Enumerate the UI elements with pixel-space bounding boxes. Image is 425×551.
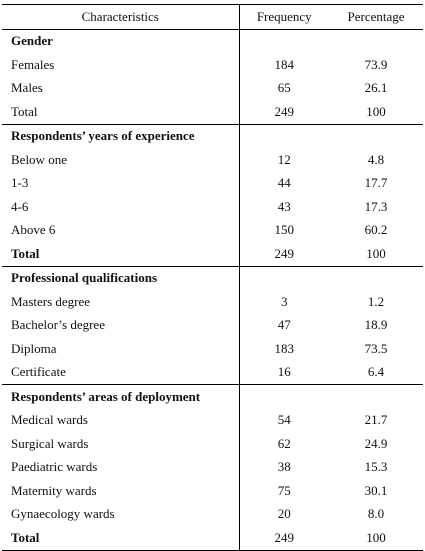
section-areas-of-deployment: Respondents’ areas of deployment: [2, 384, 423, 409]
section-title: Professional qualifications: [2, 265, 239, 290]
table-row: Above 6 150 60.2: [2, 218, 423, 242]
row-frequency: 65: [238, 76, 329, 100]
row-label: Medical wards: [11, 412, 88, 428]
table-row: Certificate 16 6.4: [2, 360, 423, 385]
header-row: Characteristics Frequency Percentage: [2, 4, 423, 30]
section-title: Respondents’ areas of deployment: [2, 384, 239, 409]
demographics-table: Characteristics Frequency Percentage Gen…: [2, 4, 423, 551]
table-row: 1-3 44 17.7: [2, 171, 423, 195]
row-percentage: 18.9: [364, 317, 388, 333]
row-frequency: 183: [238, 337, 329, 361]
row-percentage: 73.9: [364, 56, 388, 72]
section-professional-qualifications: Professional qualifications: [2, 265, 423, 290]
row-percentage: 6.4: [367, 364, 385, 380]
row-percentage: 100: [366, 103, 386, 119]
row-percentage: 17.3: [364, 198, 388, 214]
row-label: 4-6: [11, 198, 29, 214]
row-label: Females: [11, 56, 55, 72]
row-percentage: 15.3: [364, 459, 388, 475]
table-row-total: Total 249 100: [2, 242, 423, 266]
row-frequency: 75: [238, 479, 329, 503]
header-percentage: Percentage: [329, 4, 423, 30]
row-label: Maternity wards: [11, 482, 97, 498]
row-percentage: 60.2: [364, 222, 388, 238]
row-percentage: 1.2: [367, 293, 385, 309]
row-label: Below one: [11, 151, 67, 167]
row-percentage: 26.1: [364, 80, 388, 96]
row-label: Bachelor’s degree: [11, 317, 105, 333]
table-row: Bachelor’s degree 47 18.9: [2, 313, 423, 337]
row-percentage: 73.5: [364, 340, 388, 356]
row-percentage: 100: [329, 526, 423, 551]
row-frequency: 249: [238, 526, 329, 551]
row-label: Surgical wards: [11, 435, 89, 451]
table-row-total: Total 249 100: [2, 100, 423, 124]
table-row: Surgical wards 62 24.9: [2, 432, 423, 456]
table-row-total: Total 249 100: [2, 526, 423, 551]
row-frequency: 20: [238, 502, 329, 526]
row-percentage: 8.0: [367, 506, 385, 522]
header-frequency: Frequency: [238, 4, 329, 30]
row-frequency: 249: [238, 100, 329, 124]
row-label: Paediatric wards: [11, 459, 98, 475]
row-label: Total: [11, 103, 38, 119]
row-frequency: 47: [238, 313, 329, 337]
row-label: Masters degree: [11, 293, 91, 309]
row-percentage: 21.7: [364, 412, 388, 428]
row-frequency: 249: [238, 242, 329, 266]
table-row: Masters degree 3 1.2: [2, 290, 423, 314]
row-frequency: 54: [238, 408, 329, 432]
row-frequency: 44: [238, 171, 329, 195]
row-label: Gynaecology wards: [11, 506, 115, 522]
table-row: Diploma 183 73.5: [2, 337, 423, 361]
table-row: Gynaecology wards 20 8.0: [2, 502, 423, 526]
row-label: Total: [11, 245, 40, 261]
row-label: Males: [11, 80, 43, 96]
row-percentage: 17.7: [364, 175, 388, 191]
row-frequency: 43: [238, 195, 329, 219]
table-row: 4-6 43 17.3: [2, 195, 423, 219]
row-frequency: 3: [238, 290, 329, 314]
row-label: Above 6: [11, 222, 56, 238]
row-percentage: 100: [366, 245, 386, 261]
row-frequency: 38: [238, 455, 329, 479]
table-row: Maternity wards 75 30.1: [2, 479, 423, 503]
section-title: Respondents’ years of experience: [2, 123, 239, 148]
row-percentage: 4.8: [367, 151, 385, 167]
row-label: Diploma: [11, 340, 57, 356]
row-percentage: 30.1: [364, 482, 388, 498]
row-label: Certificate: [11, 364, 66, 380]
table-row: Paediatric wards 38 15.3: [2, 455, 423, 479]
row-frequency: 150: [238, 218, 329, 242]
table-row: Males 65 26.1: [2, 76, 423, 100]
table-row: Below one 12 4.8: [2, 148, 423, 172]
row-label: 1-3: [11, 175, 29, 191]
table-row: Females 184 73.9: [2, 53, 423, 77]
row-frequency: 16: [238, 360, 329, 385]
table-row: Medical wards 54 21.7: [2, 408, 423, 432]
row-frequency: 184: [238, 53, 329, 77]
section-title: Gender: [2, 28, 239, 53]
row-frequency: 62: [238, 432, 329, 456]
header-characteristics: Characteristics: [2, 4, 239, 30]
row-percentage: 24.9: [364, 435, 388, 451]
row-label: Total: [2, 526, 239, 551]
section-gender: Gender: [2, 28, 423, 53]
row-frequency: 12: [238, 148, 329, 172]
section-years-of-experience: Respondents’ years of experience: [2, 123, 423, 148]
